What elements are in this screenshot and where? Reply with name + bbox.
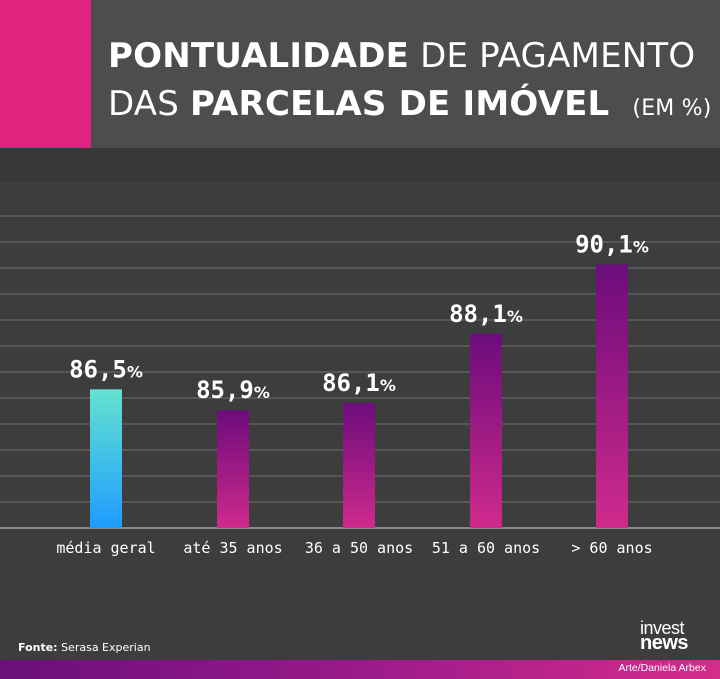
bar-2	[217, 410, 249, 528]
footer-bar: Arte/Daniela Arbex	[0, 660, 720, 679]
category-labels: média geral até 35 anos 36 a 50 anos 51 a 6…	[56, 539, 652, 557]
title-line-2: DAS PARCELAS DE IMÓVEL (EM %)	[108, 80, 712, 133]
bar-5	[596, 264, 628, 528]
title-bold-2: PARCELAS DE IMÓVEL	[190, 84, 610, 124]
title-bold-1: PONTUALIDADE	[108, 36, 410, 76]
title-unit: (EM %)	[632, 96, 712, 121]
category-label: > 60 anos	[571, 539, 652, 557]
bar-4	[470, 333, 502, 528]
logo-top-text: invest	[640, 618, 685, 638]
logo-bottom-text: news	[640, 632, 689, 654]
value-label: 86,5%	[69, 355, 143, 383]
source-note: Fonte: Serasa Experian	[18, 641, 151, 654]
separator-band	[0, 148, 720, 182]
category-label: 51 a 60 anos	[432, 539, 540, 557]
bar-3	[343, 403, 375, 528]
investnews-logo: invest news	[640, 618, 689, 654]
bar-1	[90, 389, 122, 528]
bars	[90, 264, 628, 528]
bar-chart: 86,5% 85,9% 86,1% 88,1% 90,1% média geral até…	[0, 215, 720, 557]
category-label: até 35 anos	[183, 539, 282, 557]
art-credit: Arte/Daniela Arbex	[618, 662, 706, 674]
title-light-2: DAS	[108, 84, 180, 124]
value-label: 86,1%	[322, 369, 396, 397]
category-label: média geral	[56, 539, 155, 557]
accent-bar	[0, 0, 91, 148]
chart-title: PONTUALIDADE DE PAGAMENTO DAS PARCELAS D…	[108, 32, 712, 133]
value-labels: 86,5% 85,9% 86,1% 88,1% 90,1%	[69, 231, 649, 405]
title-light-1: DE PAGAMENTO	[420, 36, 696, 76]
source-key: Fonte:	[18, 641, 58, 654]
source-value: Serasa Experian	[61, 641, 151, 654]
value-label: 85,9%	[196, 376, 270, 404]
chart-area: 86,5% 85,9% 86,1% 88,1% 90,1% média geral até…	[0, 182, 720, 660]
header-panel	[0, 0, 720, 148]
category-label: 36 a 50 anos	[305, 539, 413, 557]
value-label: 90,1%	[575, 231, 649, 259]
title-line-1: PONTUALIDADE DE PAGAMENTO	[108, 32, 712, 80]
value-label: 88,1%	[449, 300, 523, 328]
